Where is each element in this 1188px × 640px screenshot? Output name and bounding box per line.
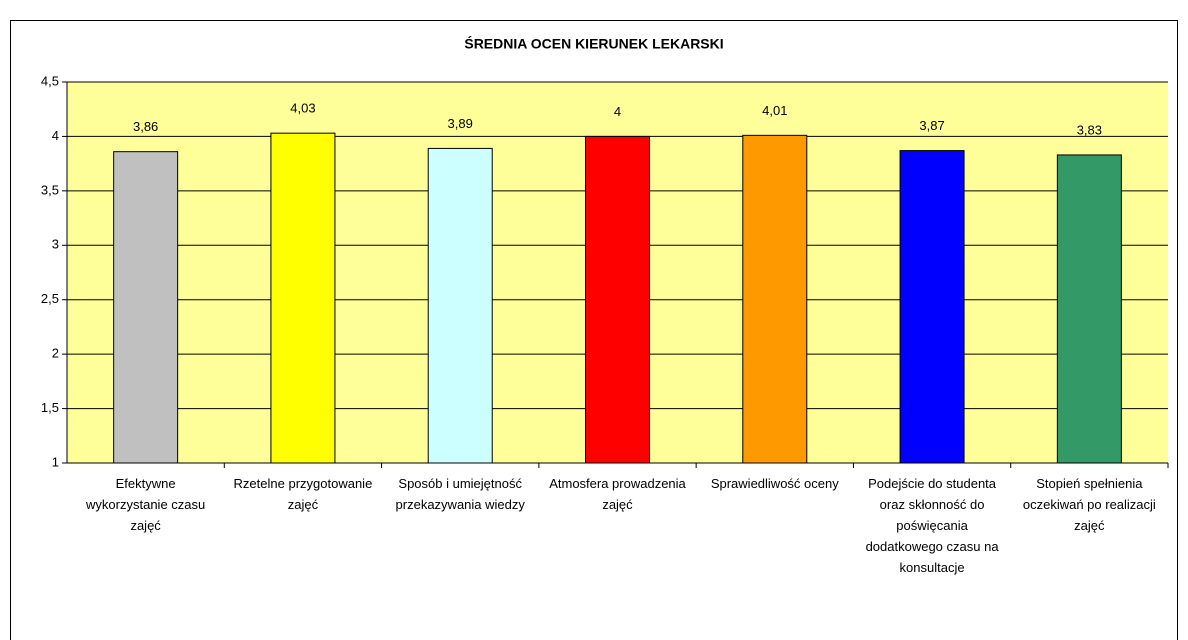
y-tick-label: 2,5 <box>41 291 59 306</box>
y-tick-label: 4,5 <box>41 73 59 88</box>
x-tick-label: Podejście do studenta oraz skłonność do … <box>865 476 999 575</box>
x-tick-label: Sprawiedliwość oceny <box>710 476 839 491</box>
y-tick-label: 3,5 <box>41 182 59 197</box>
y-tick-label: 1 <box>52 454 59 469</box>
y-tick-label: 3 <box>52 237 59 252</box>
value-label: 4,03 <box>290 101 315 116</box>
value-label: 3,89 <box>448 116 473 131</box>
bar <box>1056 154 1122 464</box>
bar <box>270 132 336 464</box>
value-label: 3,87 <box>919 118 944 133</box>
x-tick-label: Stopień spełnienia oczekiwań po realizac… <box>1022 476 1156 533</box>
y-tick-label: 1,5 <box>41 400 59 415</box>
chart-title: ŚREDNIA OCEN KIERUNEK LEKARSKI <box>464 35 723 52</box>
y-tick-label: 4 <box>52 128 59 143</box>
value-label: 4 <box>614 104 621 119</box>
value-label: 3,83 <box>1077 122 1102 137</box>
bar <box>742 134 808 464</box>
bar <box>899 150 965 464</box>
x-tick-label: Atmosfera prowadzenia zajęć <box>549 476 686 512</box>
bar <box>113 151 179 464</box>
value-label: 3,86 <box>133 119 158 134</box>
x-tick-label: Sposób i umiejętność przekazywania wiedz… <box>395 476 525 512</box>
x-tick-label: Efektywne wykorzystanie czasu zajęć <box>86 476 206 533</box>
x-tick-label: Rzetelne przygotowanie zajęć <box>233 476 373 512</box>
bar <box>585 135 650 464</box>
y-tick-label: 2 <box>52 346 59 361</box>
bar <box>427 147 493 464</box>
value-label: 4,01 <box>762 103 787 118</box>
